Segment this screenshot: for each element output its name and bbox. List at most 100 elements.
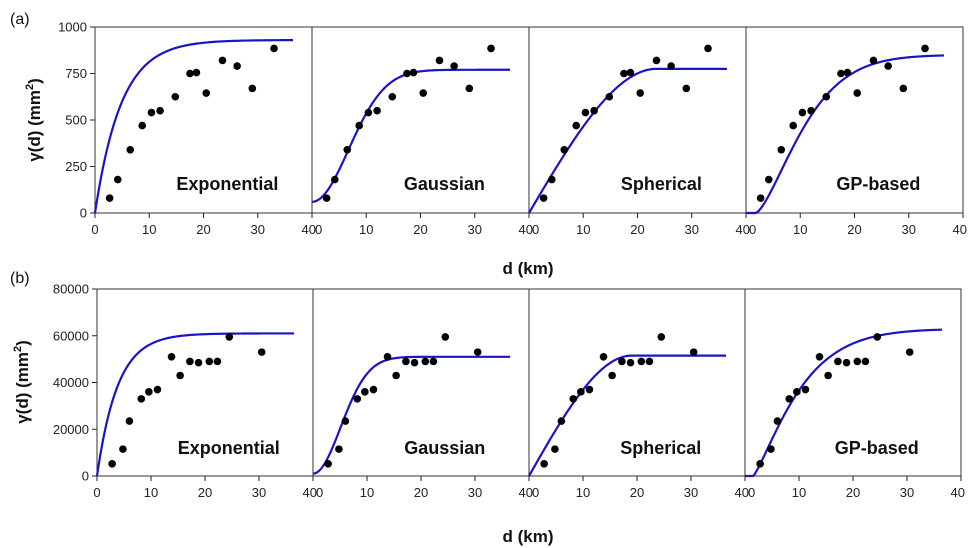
data-point [341,417,350,425]
x-tick-label: 0 [748,485,755,500]
data-point [248,84,257,93]
y-axis-label-b: γ(d) (mm2) [12,340,32,424]
panel-label-a: (a) [10,11,30,28]
data-point [539,194,548,202]
svg-text:γ(d) (mm2): γ(d) (mm2) [12,340,32,424]
data-point [473,348,482,356]
data-point [620,69,628,78]
svg-text:γ(d) (mm2): γ(d) (mm2) [24,78,44,162]
data-point [605,92,614,101]
x-tick-label: 40 [736,222,750,237]
data-point [843,68,852,77]
data-point [540,460,548,468]
data-point [873,333,882,341]
model-label: Gaussian [404,438,485,458]
data-point [704,44,712,53]
x-tick-label: 40 [951,485,965,500]
data-point [383,352,392,361]
y-tick-label: 60000 [53,328,89,343]
x-tick-label: 20 [847,222,861,237]
y-tick-label: 500 [65,113,87,128]
data-point [785,395,794,403]
model-label: GP-based [836,174,920,194]
data-point [194,358,203,367]
data-point [569,395,578,403]
x-tick-label: 0 [749,222,756,237]
x-tick-label: 0 [532,485,539,500]
model-curve [746,54,945,215]
data-point [441,333,450,341]
x-tick-label: 0 [91,222,98,237]
data-point [689,348,698,356]
panel-spherical: 0 10 20 30 40 Spherical [528,288,749,500]
model-label: Spherical [620,438,701,458]
data-point [657,333,666,341]
panel-label-b: (b) [10,270,30,287]
data-point [801,385,810,394]
model-curve [312,355,511,475]
data-point [435,56,444,65]
data-point [343,145,352,154]
data-point [419,89,428,97]
data-point [147,108,156,117]
data-point [815,352,824,361]
data-point [777,145,786,154]
data-point [465,84,474,93]
x-tick-label: 20 [630,485,644,500]
data-point [202,89,211,97]
data-point [402,357,410,366]
data-point [793,388,801,396]
data-point [119,445,127,453]
data-point [572,121,580,130]
data-point [335,445,343,453]
data-point [373,106,381,115]
y-tick-label: 0 [80,206,87,221]
data-point [138,121,146,130]
x-tick-label: 10 [576,222,590,237]
data-point [853,89,862,97]
data-point [577,388,585,396]
x-tick-label: 30 [684,485,698,500]
data-point [626,358,635,367]
data-point [324,460,332,468]
data-point [186,357,194,366]
model-curve [528,67,728,214]
x-tick-label: 40 [519,222,533,237]
y-tick-label: 20000 [53,422,89,437]
x-axis-label-a: d (km) [503,259,554,278]
data-point [682,84,691,93]
data-point [186,69,194,78]
x-tick-label: 40 [302,222,316,237]
data-point [861,357,870,366]
data-point [392,371,400,380]
x-tick-label: 20 [196,222,210,237]
x-tick-label: 10 [359,222,373,237]
data-point [585,385,594,394]
data-point [767,445,775,453]
data-point [353,395,362,403]
data-point [789,121,797,130]
model-label: GP-based [835,438,919,458]
model-curve [93,39,294,214]
y-tick-label: 40000 [53,375,89,390]
x-tick-label: 10 [576,485,590,500]
data-point [137,395,146,403]
data-point [899,84,908,93]
data-point [145,388,153,396]
data-point [645,357,654,366]
data-point [125,417,134,425]
data-point [153,385,162,394]
data-point [824,371,832,380]
x-tick-label: 0 [316,485,323,500]
data-point [369,385,378,394]
data-point [361,388,369,396]
data-point [798,108,807,117]
data-point [636,89,645,97]
data-point [192,68,201,77]
data-point [756,460,764,468]
x-tick-label: 10 [793,222,807,237]
model-label: Exponential [176,174,278,194]
y-tick-label: 750 [65,66,87,81]
data-point [756,194,765,202]
